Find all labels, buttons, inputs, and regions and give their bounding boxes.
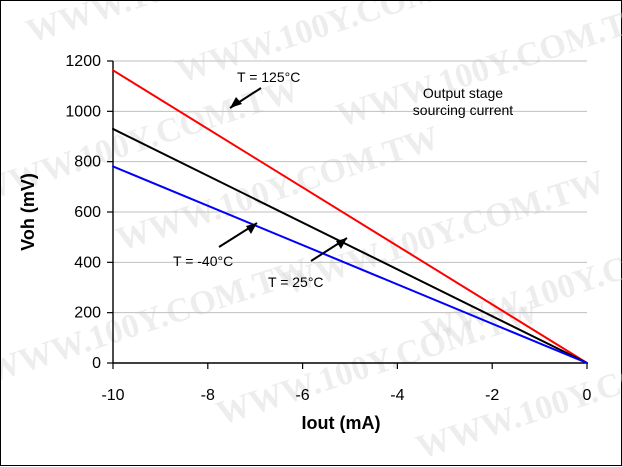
watermark-text-8: WWW.100Y.COM.TW <box>1 251 314 390</box>
series-line-2 <box>112 165 588 364</box>
annotation-label-neg40c: T = -40°C <box>173 253 233 269</box>
x-axis-title: Iout (mA) <box>302 413 381 433</box>
y-tick-label: 400 <box>74 254 101 271</box>
annotation-arrowhead-125c <box>230 97 242 108</box>
annotation-label-25c: T = 25°C <box>268 274 324 290</box>
annotation-label-125c: T = 125°C <box>237 69 300 85</box>
x-tick-label: 0 <box>583 387 592 404</box>
x-tick-label: -10 <box>101 387 124 404</box>
x-tick-label: -4 <box>390 387 404 404</box>
y-axis-title: Voh (mV) <box>18 173 38 251</box>
x-tick-label: -6 <box>295 387 309 404</box>
y-tick-label: 0 <box>92 355 101 372</box>
series-line-1 <box>112 127 588 364</box>
annotation-layer: T = 125°C T = -40°C T = 25°C Output stag… <box>173 69 513 290</box>
y-tick-label: 1200 <box>65 53 101 70</box>
series-layer <box>112 69 588 364</box>
y-tick-label: 200 <box>74 305 101 322</box>
grid-layer <box>113 60 587 314</box>
axis-layer: -10 -8 -6 -4 -2 0 0 200 400 600 800 1000 1200 <box>65 53 591 404</box>
x-tick-label: -8 <box>201 387 215 404</box>
annotation-arrowhead-25c <box>336 238 347 249</box>
y-tick-label: 1000 <box>65 103 101 120</box>
series-line-0 <box>112 69 588 364</box>
annotation-arrowhead-neg40c <box>246 223 257 234</box>
y-tick-label: 800 <box>74 154 101 171</box>
annotation-output-stage: Output stage <box>423 85 503 101</box>
annotation-sourcing-current: sourcing current <box>413 102 513 118</box>
y-tick-label: 600 <box>74 204 101 221</box>
x-tick-label: -2 <box>485 387 499 404</box>
